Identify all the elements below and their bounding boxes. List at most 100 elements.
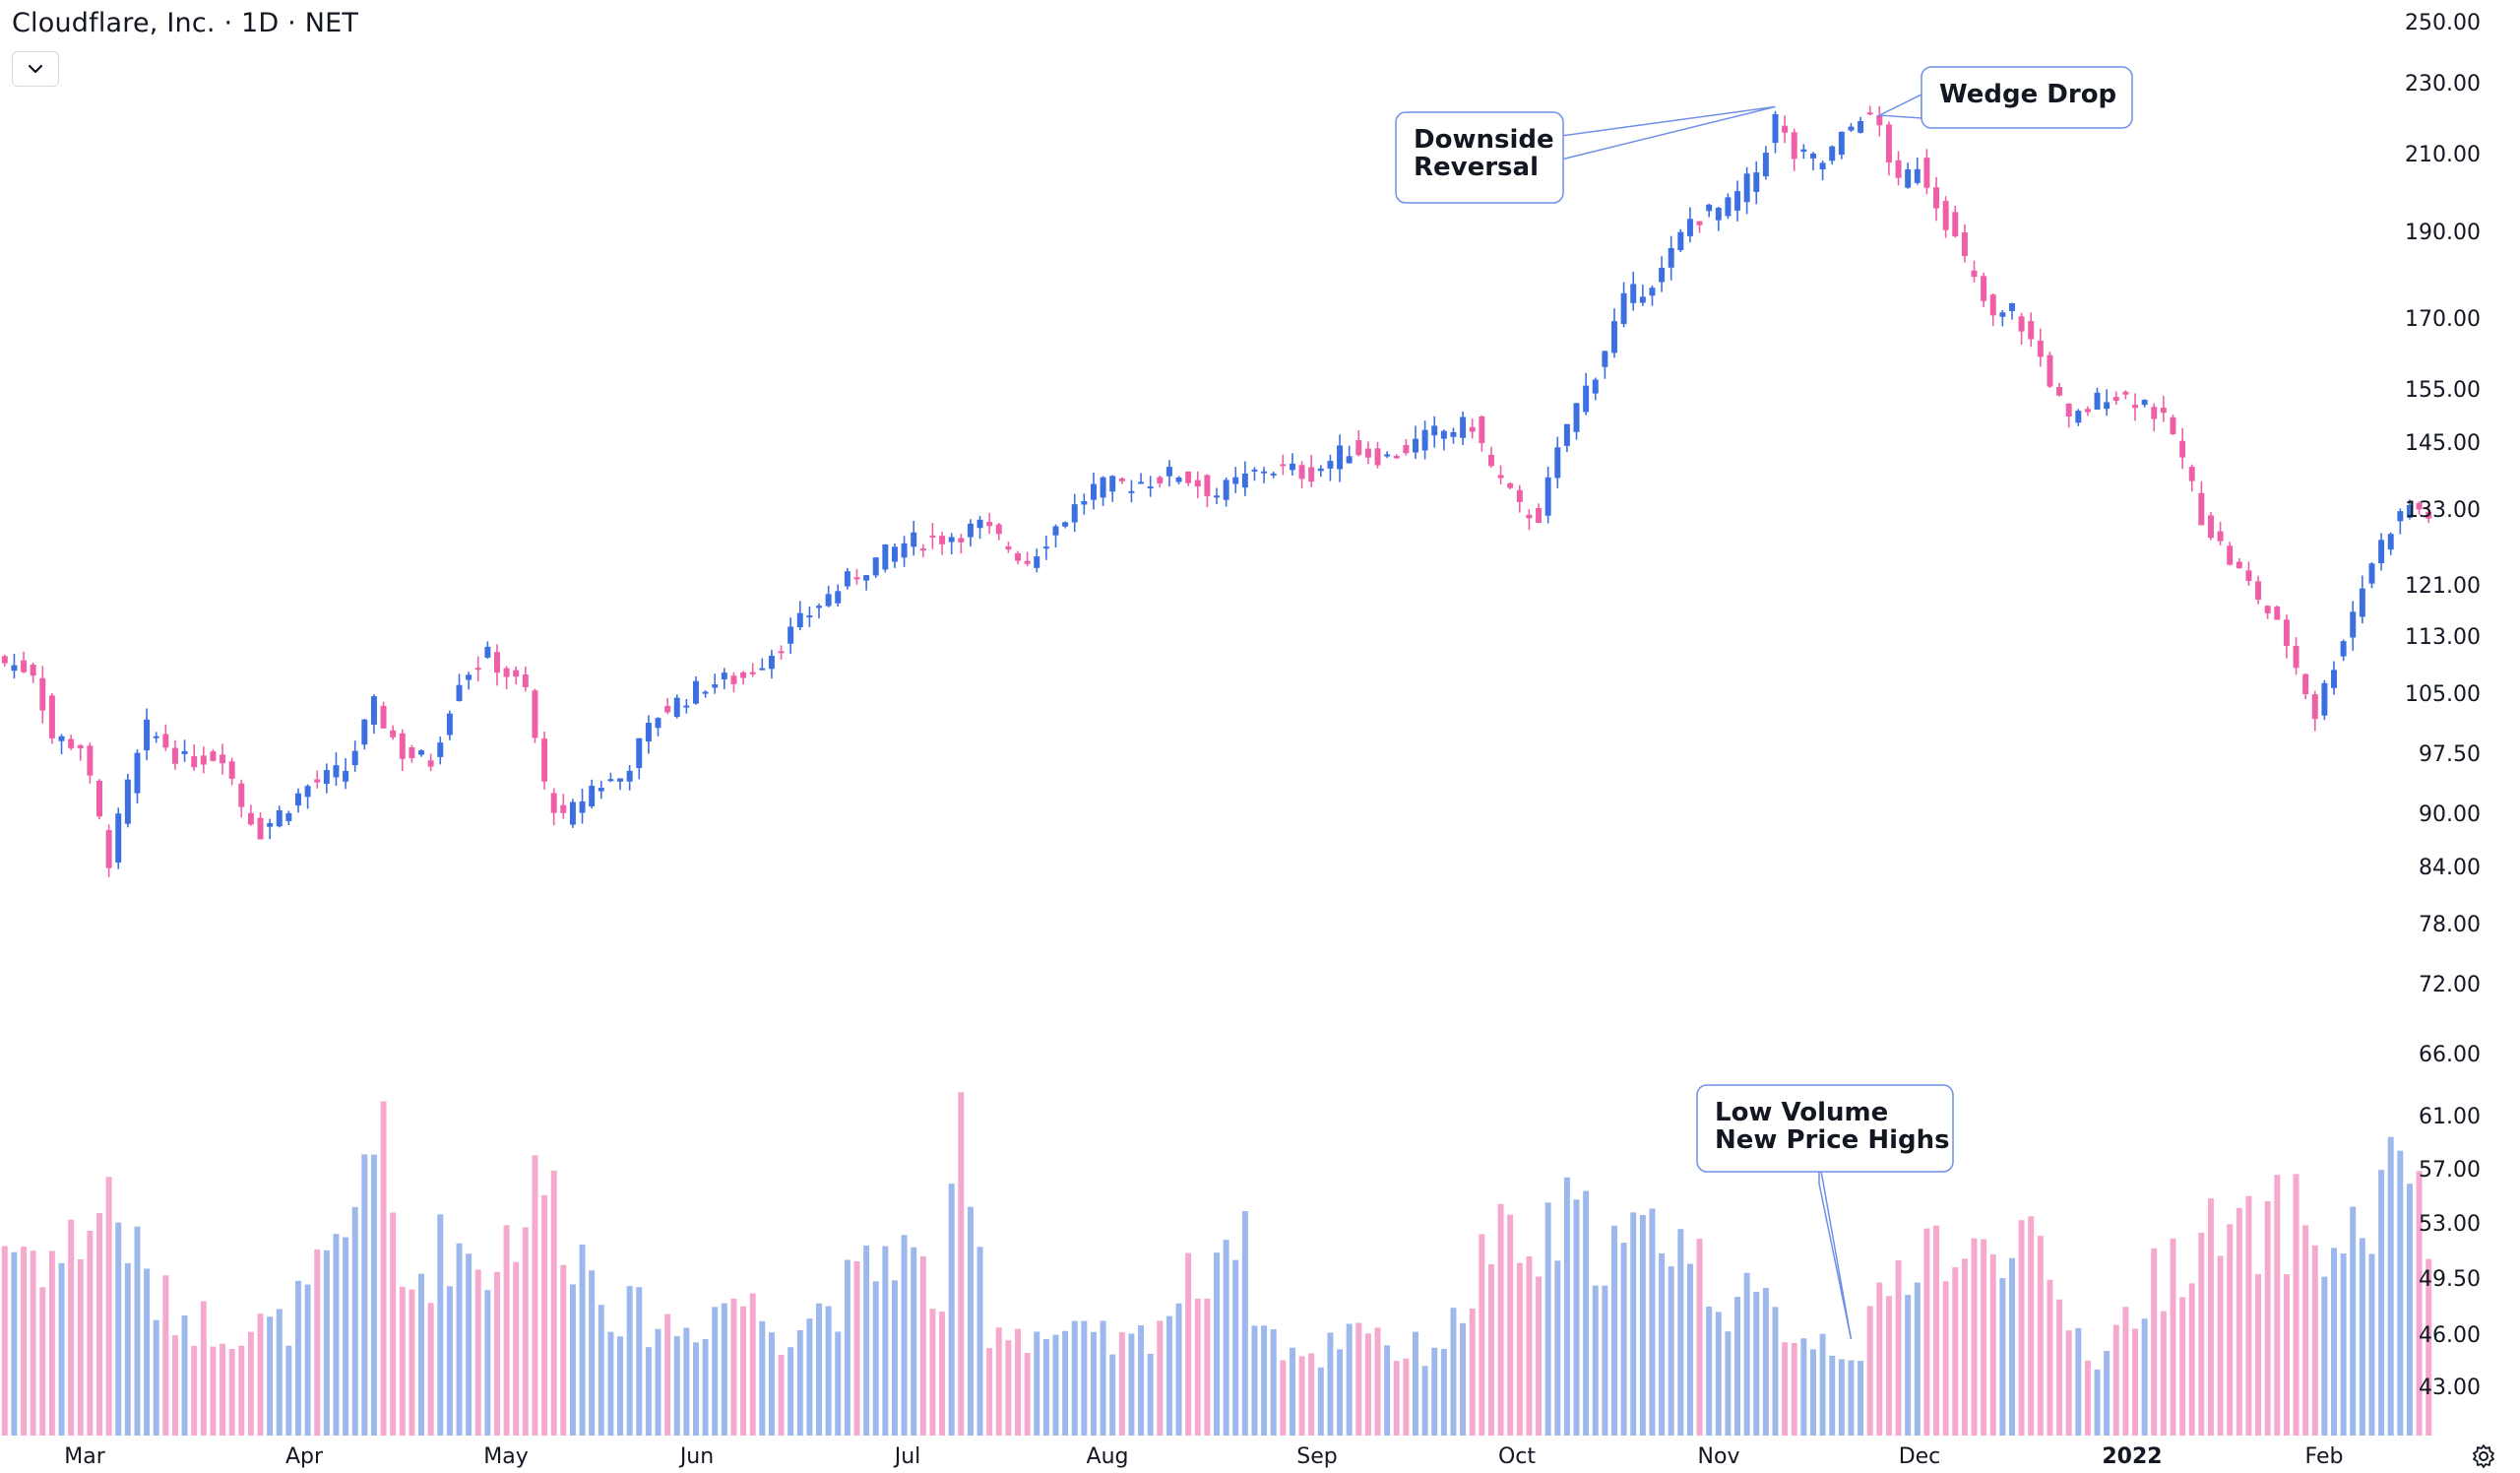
volume-bar [1809,1349,1816,1436]
volume-bar [1374,1327,1381,1436]
candle-body [1100,477,1106,498]
volume-bar [1384,1345,1391,1436]
volume-bar [626,1286,633,1436]
volume-bar [740,1306,747,1436]
volume-bar [39,1287,46,1436]
volume-bar [1421,1366,1428,1436]
candle-body [285,812,292,821]
volume-bar [267,1316,274,1436]
candle-body [1317,468,1324,472]
candle-body [844,571,850,587]
candle-body [636,737,643,769]
volume-bar [1838,1359,1845,1436]
volume-bar [484,1290,491,1436]
volume-bar [1639,1214,1646,1436]
candle-body [1715,207,1722,221]
annotation-box [1696,1084,1954,1173]
volume-bar [2018,1220,2025,1436]
volume-bar [1469,1308,1476,1436]
candle-body [58,736,65,741]
volume-bar [418,1273,425,1436]
candle-body [2047,354,2053,387]
volume-bar [2359,1238,2365,1436]
candle-body [1696,221,1703,225]
candle-body [1649,288,1656,296]
candle-body [995,524,1002,535]
candle-body [967,523,974,538]
volume-bar [1706,1306,1713,1436]
volume-bar [948,1184,955,1436]
candle-body [153,736,159,738]
volume-bar [380,1101,387,1436]
volume-bar [1327,1332,1334,1436]
candle-body [200,755,207,765]
volume-bar [2179,1297,2186,1436]
candle-body [1706,204,1713,212]
candle-body [513,670,520,677]
candle-body [550,793,557,813]
candle-body [1762,153,1769,177]
candle-body [1384,454,1391,457]
candle-body [11,665,18,672]
candle-body [370,696,377,725]
volume-bar [427,1303,434,1436]
volume-bar [1734,1297,1741,1436]
volume-bar [1753,1291,1760,1436]
volume-bar [2065,1330,2072,1436]
candle-body [1686,219,1693,236]
volume-bar [1971,1238,1978,1436]
volume-bar [1743,1272,1750,1436]
candle-body [768,655,775,670]
candle-body [474,668,481,671]
candle-body [1516,489,1523,502]
volume-bar [238,1345,245,1436]
candle-body [664,705,671,713]
volume-bar [1214,1252,1220,1436]
candle-body [1838,131,1845,156]
annotation-callout[interactable]: Wedge Drop [1876,66,2133,129]
volume-bar [1848,1360,1855,1436]
volume-bar [1166,1315,1172,1436]
volume-bar [1015,1328,1021,1436]
volume-bar [986,1348,993,1436]
volume-bar [1261,1325,1268,1436]
candle-body [1469,426,1476,432]
candle-body [796,612,803,628]
volume-bar [664,1313,671,1436]
candle-body [1393,456,1400,459]
volume-bar [2132,1328,2138,1436]
volume-bar [683,1327,690,1436]
candle-body [2141,400,2148,406]
candle-body [181,750,188,754]
candle-body [1725,197,1732,217]
volume-bar [323,1249,330,1436]
candle-body [1961,232,1968,257]
volume-bar [2283,1274,2290,1436]
volume-bar [513,1261,520,1436]
time-tick-label: Nov [1698,1444,1740,1469]
volume-bar [77,1258,84,1436]
volume-bar [493,1271,500,1436]
volume-bar [1659,1252,1666,1436]
candle-body [2387,534,2394,550]
candle-body [1015,552,1021,561]
volume-bar [1526,1255,1533,1436]
gear-icon[interactable] [2471,1443,2496,1469]
volume-bar [1147,1353,1154,1436]
volume-bar [1450,1308,1457,1436]
candle-body [276,810,283,827]
volume-bar [2047,1279,2053,1436]
candle-body [1876,115,1883,126]
volume-bar [1762,1288,1769,1436]
symbol-dropdown-button[interactable] [12,51,59,87]
annotation-text: Reversal [1414,153,1539,182]
candle-body [115,813,122,864]
volume-bar [1630,1212,1637,1436]
candle-body [144,719,151,751]
candle-body [1327,461,1334,469]
candle-body [1298,465,1305,480]
